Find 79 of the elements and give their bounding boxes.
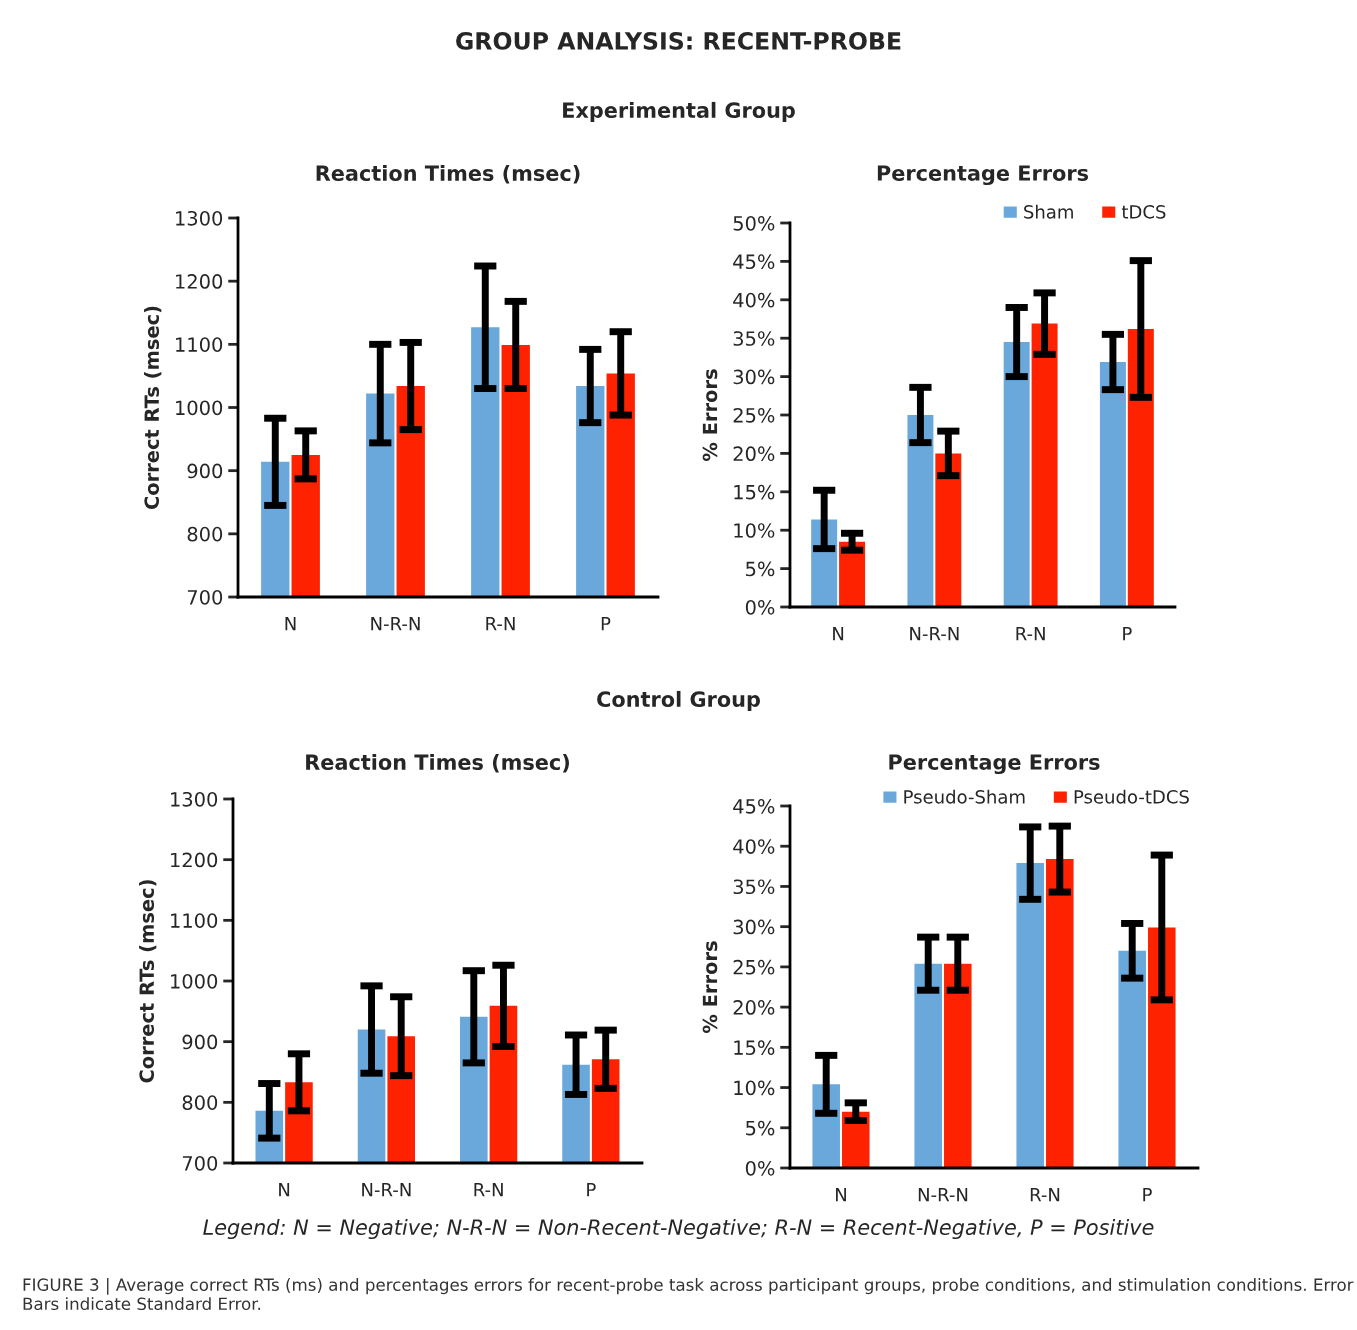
y-tick-label: 1300 [176, 210, 223, 226]
y-tick-label: 700 [182, 1155, 218, 1171]
y-tick-label: 800 [187, 526, 223, 542]
y-tick-label: 30% [733, 369, 775, 385]
y-tick-label: 20% [733, 446, 775, 462]
y-tick-label: 1100 [176, 337, 223, 352]
y-axis-title: Correct RTs (msec) [144, 306, 162, 510]
y-tick-label: 1300 [171, 791, 218, 807]
x-tick-label: P [1143, 1188, 1152, 1202]
y-tick-label: 40% [733, 839, 775, 854]
legend-label: tDCS [1121, 205, 1166, 219]
x-tick-label: N-R-N [371, 617, 420, 631]
bar [944, 963, 972, 1168]
text: Legend: N = Negative; N-R-N = Non-Recent-Negative; R-N = Recent-Negative, P = Positive [203, 1218, 1154, 1240]
y-tick-label: 0% [745, 1160, 775, 1176]
text: Control Group [597, 690, 760, 712]
x-tick-label: R-N [486, 617, 515, 631]
legend-label: Sham [1024, 204, 1073, 219]
y-tick-label: 30% [733, 919, 775, 935]
y-tick-label: 1100 [171, 913, 218, 928]
bar [1118, 950, 1146, 1168]
x-tick-label: N [833, 627, 844, 641]
y-tick-label: 700 [187, 589, 223, 605]
x-tick-label: N [279, 1183, 290, 1197]
chart-title: Percentage Errors [889, 754, 1100, 775]
x-tick-label: N [836, 1188, 846, 1202]
x-tick-label: R-N [1030, 1188, 1060, 1202]
x-tick-label: N-R-N [362, 1183, 411, 1197]
bar [1099, 362, 1126, 607]
y-axis-title: % Errors [702, 369, 718, 461]
text: GROUP ANALYSIS: RECENT-PROBE [456, 31, 901, 50]
y-tick-label: 1000 [171, 973, 218, 989]
x-tick-label: P [587, 1183, 596, 1197]
legend-label: Pseudo-Sham [904, 789, 1025, 804]
y-tick-label: 45% [733, 798, 775, 814]
legend-label: Pseudo-tDCS [1074, 789, 1189, 804]
x-tick-label: R-N [474, 1183, 503, 1197]
bar [1031, 323, 1058, 607]
y-tick-label: 1200 [171, 852, 218, 868]
y-tick-label: 35% [733, 879, 775, 895]
chart-title: Percentage Errors [877, 165, 1089, 186]
bar [1046, 859, 1074, 1168]
y-tick-label: 800 [182, 1095, 218, 1110]
y-tick-label: 25% [733, 407, 775, 423]
y-tick-label: 15% [734, 1040, 775, 1055]
y-tick-label: 1000 [176, 400, 223, 416]
y-tick-label: 0% [745, 599, 775, 615]
x-tick-label: P [601, 617, 611, 631]
y-tick-label: 50% [733, 215, 775, 231]
y-tick-label: 5% [746, 561, 775, 577]
y-tick-label: 45% [733, 254, 775, 270]
y-axis-title: % Errors [702, 941, 718, 1033]
y-tick-label: 5% [746, 1120, 775, 1136]
x-tick-label: R-N [1016, 627, 1045, 641]
bar [1016, 863, 1044, 1168]
y-tick-label: 900 [182, 1034, 218, 1050]
y-axis-title: Correct RTs (msec) [139, 880, 157, 1083]
chart-title: Reaction Times (msec) [316, 164, 580, 184]
caption: FIGURE 3 | Average correct RTs (ms) and percentages errors for recent-probe task across participant groups, probe conditions, and stimulation conditions. Error Bars indicate Standard Error. [23, 1278, 1354, 1311]
x-tick-label: N-R-N [918, 1188, 968, 1202]
y-tick-label: 35% [733, 331, 775, 346]
x-tick-label: N-R-N [910, 627, 959, 641]
bar [1003, 342, 1030, 607]
y-tick-label: 40% [733, 292, 775, 308]
y-tick-label: 20% [733, 1000, 775, 1015]
bar [935, 453, 962, 607]
bar [1127, 328, 1154, 607]
y-tick-label: 25% [733, 959, 775, 975]
y-tick-label: 900 [187, 463, 223, 479]
chart-title: Reaction Times (msec) [306, 753, 569, 773]
y-tick-label: 15% [734, 484, 775, 500]
text: Experimental Group [563, 101, 795, 123]
x-tick-label: N [285, 617, 296, 631]
y-tick-label: 10% [734, 523, 775, 538]
bar [907, 415, 934, 607]
bar [914, 963, 942, 1168]
x-tick-label: P [1123, 627, 1132, 641]
y-tick-label: 10% [734, 1080, 775, 1096]
y-tick-label: 1200 [176, 274, 223, 289]
